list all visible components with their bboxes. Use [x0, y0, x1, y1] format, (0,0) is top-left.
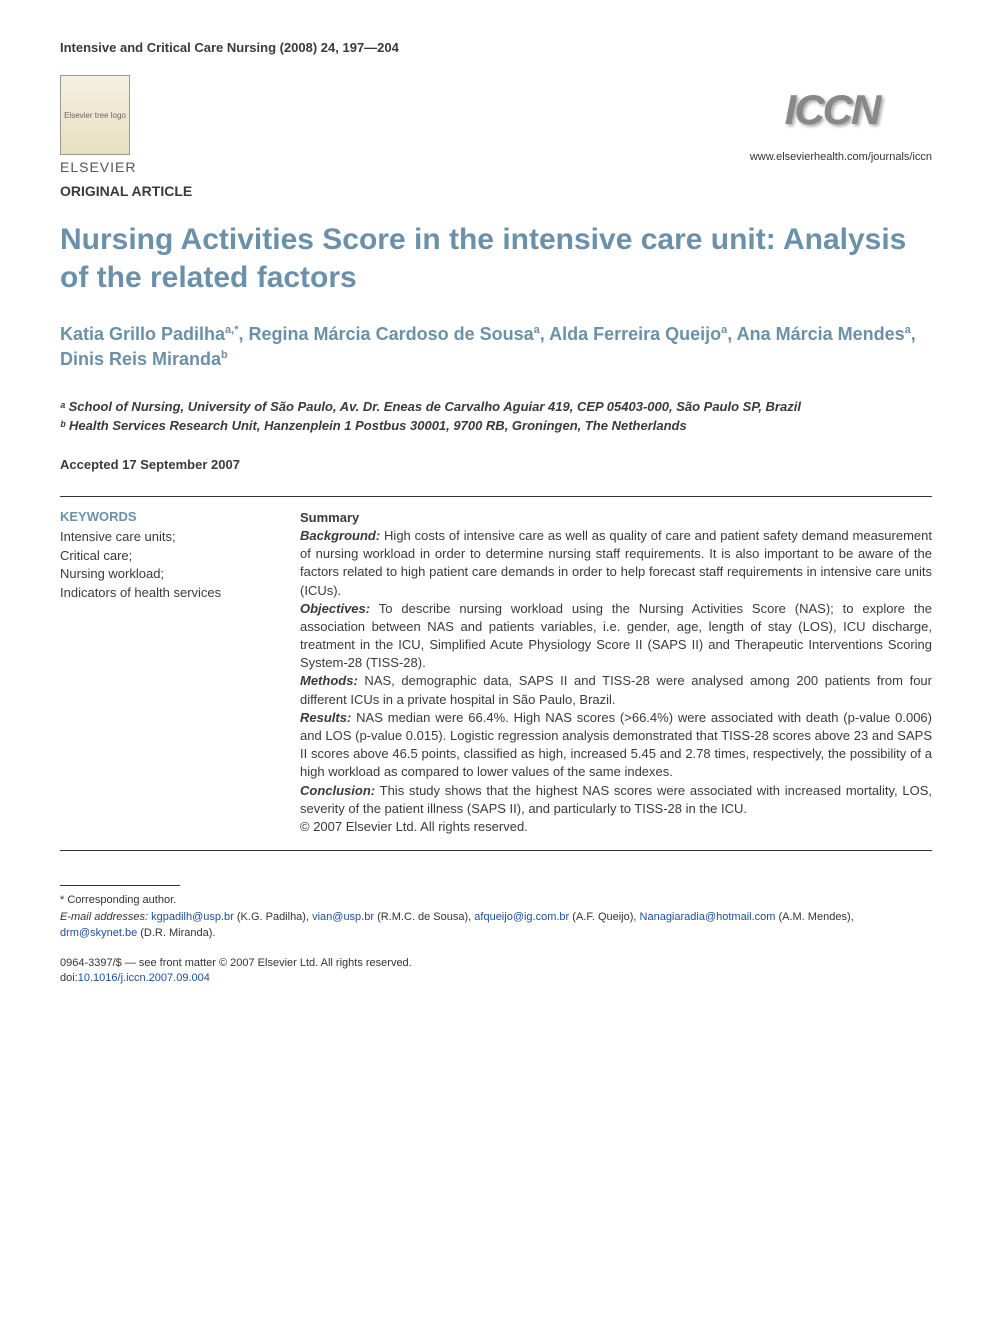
affiliations: ᵃ School of Nursing, University of São P… [60, 398, 932, 434]
corresponding-author-note: * Corresponding author. [60, 892, 932, 909]
summary-section-label: Methods: [300, 673, 358, 688]
issn-line: 0964-3397/$ — see front matter © 2007 El… [60, 956, 932, 971]
keywords-list: Intensive care units;Critical care;Nursi… [60, 528, 260, 603]
article-title: Nursing Activities Score in the intensiv… [60, 221, 932, 296]
summary-section-label: Background: [300, 528, 380, 543]
summary-section-label: Conclusion: [300, 783, 375, 798]
publisher-block: Elsevier tree logo ELSEVIER [60, 75, 136, 175]
publisher-name: ELSEVIER [60, 159, 136, 175]
email-link[interactable]: Nanagiaradia@hotmail.com [640, 911, 776, 923]
footnote-rule [60, 885, 180, 886]
summary-section-label: Objectives: [300, 601, 370, 616]
doi-link[interactable]: 10.1016/j.iccn.2007.09.004 [78, 972, 210, 984]
footnotes: * Corresponding author. E-mail addresses… [60, 885, 932, 942]
keywords-heading: KEYWORDS [60, 509, 260, 524]
summary-section-label: Results: [300, 710, 351, 725]
doi-label: doi: [60, 972, 78, 984]
header-row: Elsevier tree logo ELSEVIER ICCN www.els… [60, 75, 932, 175]
email-link[interactable]: vian@usp.br [312, 911, 374, 923]
article-type: ORIGINAL ARTICLE [60, 183, 932, 199]
email-link[interactable]: drm@skynet.be [60, 927, 137, 939]
email-addresses-line: E-mail addresses: kgpadilh@usp.br (K.G. … [60, 909, 932, 942]
keywords-summary-row: KEYWORDS Intensive care units;Critical c… [60, 497, 932, 850]
doi-line: doi:10.1016/j.iccn.2007.09.004 [60, 971, 932, 986]
journal-url: www.elsevierhealth.com/journals/iccn [732, 151, 932, 163]
journal-logo: ICCN [732, 75, 932, 145]
summary-column: SummaryBackground: High costs of intensi… [300, 509, 932, 836]
email-link[interactable]: afqueijo@ig.com.br [474, 911, 569, 923]
summary-copyright: © 2007 Elsevier Ltd. All rights reserved… [300, 819, 528, 834]
copyright-doi-block: 0964-3397/$ — see front matter © 2007 El… [60, 956, 932, 987]
accepted-date: Accepted 17 September 2007 [60, 457, 932, 472]
keywords-column: KEYWORDS Intensive care units;Critical c… [60, 509, 260, 836]
email-link[interactable]: kgpadilh@usp.br [151, 911, 234, 923]
authors: Katia Grillo Padilhaa,*, Regina Márcia C… [60, 322, 932, 372]
rule-bottom [60, 850, 932, 851]
journal-brand-block: ICCN www.elsevierhealth.com/journals/icc… [732, 75, 932, 163]
journal-reference: Intensive and Critical Care Nursing (200… [60, 40, 932, 55]
elsevier-tree-icon: Elsevier tree logo [60, 75, 130, 155]
summary-heading: Summary [300, 510, 359, 525]
